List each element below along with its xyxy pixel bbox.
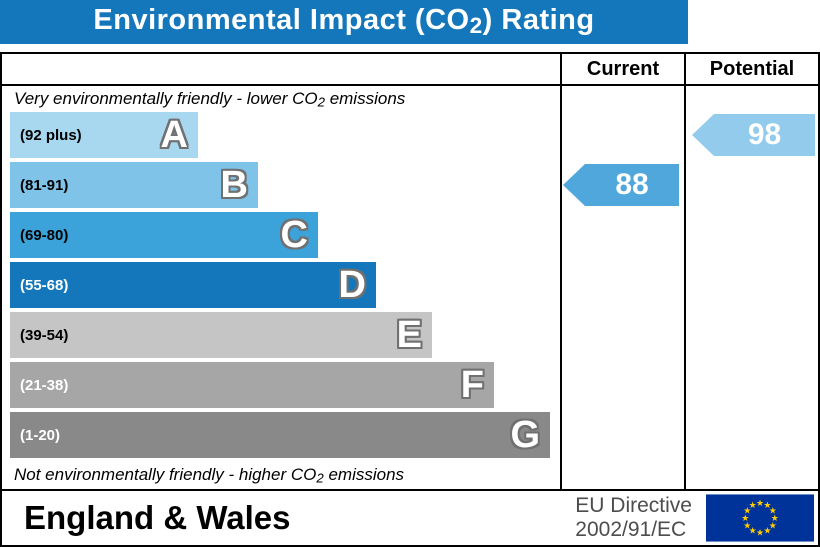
band-bar-a: (92 plus) A: [10, 112, 198, 158]
band-bar-f: (21-38) F: [10, 362, 494, 408]
band-range-label: (39-54): [20, 326, 69, 344]
band-range-label: (81-91): [20, 176, 69, 194]
band-range-label: (69-80): [20, 226, 69, 244]
band-range-label: (92 plus): [20, 126, 82, 144]
svg-text:★: ★: [749, 500, 757, 510]
current-column-header: Current: [562, 54, 684, 86]
band-row: (55-68) D: [10, 262, 560, 308]
band-bar-g: (1-20) G: [10, 412, 550, 458]
svg-text:★: ★: [763, 500, 771, 510]
bands-area: Very environmentally friendly - lower CO…: [2, 86, 560, 489]
svg-text:★: ★: [769, 506, 777, 516]
band-row: (81-91) B: [10, 162, 560, 208]
svg-text:★: ★: [756, 528, 764, 538]
svg-text:★: ★: [743, 520, 751, 530]
arrow-tip: [692, 114, 714, 156]
svg-text:★: ★: [769, 520, 777, 530]
svg-text:★: ★: [771, 513, 779, 523]
band-range-label: (55-68): [20, 276, 69, 294]
band-letter: D: [338, 264, 366, 306]
footer: England & Wales EU Directive 2002/91/EC …: [2, 489, 818, 545]
band-row: (21-38) F: [10, 362, 560, 408]
band-letter: G: [510, 414, 540, 456]
eu-flag-icon: ★ ★ ★ ★ ★ ★ ★ ★ ★ ★ ★ ★: [706, 494, 814, 542]
band-letter: B: [220, 164, 248, 206]
bands-column: Very environmentally friendly - lower CO…: [2, 54, 560, 489]
band-row: (69-80) C: [10, 212, 560, 258]
svg-text:★: ★: [763, 526, 771, 536]
svg-text:★: ★: [741, 513, 749, 523]
band-letter: F: [460, 364, 484, 406]
current-column: Current 88: [560, 54, 684, 489]
svg-text:★: ★: [743, 506, 751, 516]
band-letter: A: [160, 114, 188, 156]
bands-column-header: [2, 54, 560, 86]
bottom-note: Not environmentally friendly - higher CO…: [14, 465, 405, 486]
title-banner: Environmental Impact (CO2) Rating: [0, 0, 688, 44]
band-letter: C: [280, 214, 308, 256]
chart-frame: Very environmentally friendly - lower CO…: [0, 52, 820, 547]
arrow-body: 98: [714, 114, 815, 156]
current-arrow: 88: [563, 164, 679, 206]
potential-column-header: Potential: [686, 54, 818, 86]
band-bar-e: (39-54) E: [10, 312, 432, 358]
band-row: (1-20) G: [10, 412, 560, 458]
potential-arrow: 98: [692, 114, 815, 156]
top-note: Very environmentally friendly - lower CO…: [14, 89, 406, 110]
svg-text:★: ★: [749, 526, 757, 536]
current-column-body: 88: [562, 86, 684, 489]
band-range-label: (21-38): [20, 376, 69, 394]
eu-directive-text: EU Directive 2002/91/EC: [575, 493, 692, 541]
band-bar-c: (69-80) C: [10, 212, 318, 258]
band-row: (92 plus) A: [10, 112, 560, 158]
footer-region: England & Wales: [24, 499, 291, 536]
band-range-label: (1-20): [20, 426, 61, 444]
band-bar-b: (81-91) B: [10, 162, 258, 208]
band-letter: E: [396, 314, 422, 356]
potential-column-body: 98: [686, 86, 818, 489]
band-row: (39-54) E: [10, 312, 560, 358]
arrow-body: 88: [585, 164, 679, 206]
page-title: Environmental Impact (CO2) Rating: [93, 4, 595, 39]
potential-column: Potential 98: [684, 54, 818, 489]
chart-body: Very environmentally friendly - lower CO…: [2, 54, 818, 489]
band-bar-d: (55-68) D: [10, 262, 376, 308]
svg-text:★: ★: [756, 498, 764, 508]
arrow-tip: [563, 164, 585, 206]
